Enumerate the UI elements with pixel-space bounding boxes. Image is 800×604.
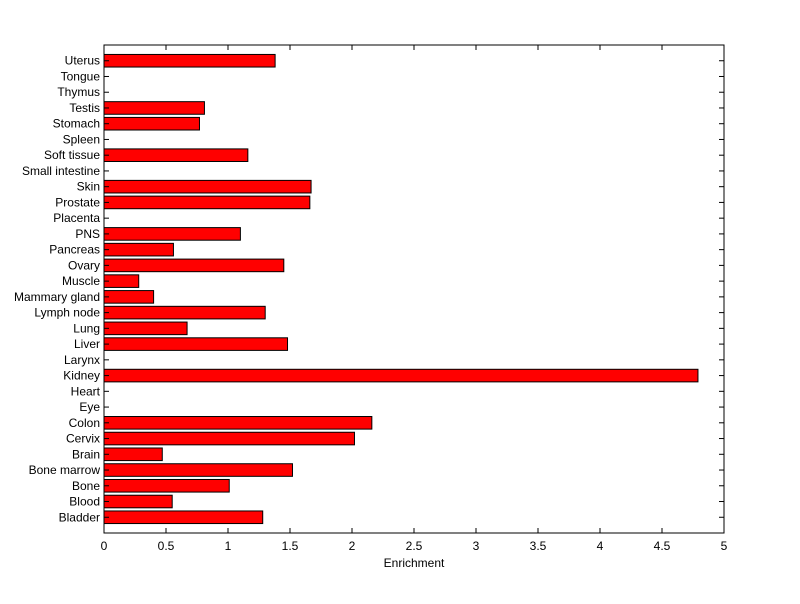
bar-stomach [103, 116, 200, 131]
bar-soft-tissue [103, 148, 249, 162]
x-tick-label-4: 4 [597, 539, 604, 553]
y-tick-label-tongue: Tongue [61, 69, 101, 83]
x-tick-label-3: 3 [473, 539, 480, 553]
y-tick-label-ovary: Ovary [68, 258, 100, 272]
bar-blood [103, 494, 173, 509]
x-tick-label-1: 1 [225, 539, 232, 553]
bar-testis [103, 101, 205, 115]
y-tick-label-testis: Testis [69, 101, 100, 115]
x-tick-label-2-5: 2.5 [406, 539, 423, 553]
x-axis-label: Enrichment [384, 556, 445, 570]
x-tick-label-0: 0 [101, 539, 108, 553]
bar-liver [103, 337, 289, 351]
bar-pns [103, 227, 241, 241]
y-tick-label-kidney: Kidney [63, 369, 100, 383]
bar-bone-marrow [103, 463, 293, 477]
y-tick-label-colon: Colon [69, 416, 100, 430]
y-tick-label-pns: PNS [75, 227, 100, 241]
y-tick-label-lung: Lung [73, 321, 100, 335]
y-tick-label-placenta: Placenta [53, 211, 100, 225]
y-tick-label-pancreas: Pancreas [49, 243, 100, 257]
bar-ovary [103, 258, 285, 273]
bar-cervix [103, 431, 355, 446]
bar-skin [103, 179, 312, 194]
y-tick-label-skin: Skin [77, 180, 100, 194]
bar-lung [103, 321, 188, 336]
x-tick-label-4-5: 4.5 [654, 539, 671, 553]
y-tick-label-spleen: Spleen [63, 132, 100, 146]
bar-lymph-node [103, 305, 266, 320]
y-tick-label-bone-marrow: Bone marrow [29, 463, 101, 477]
bar-prostate [103, 195, 311, 210]
x-tick-label-2: 2 [349, 539, 356, 553]
y-tick-label-soft-tissue: Soft tissue [44, 148, 100, 162]
bar-pancreas [103, 242, 174, 257]
bar-colon [103, 416, 373, 430]
bar-bone [103, 478, 230, 493]
y-tick-label-muscle: Muscle [62, 274, 100, 288]
x-tick-label-3-5: 3.5 [530, 539, 547, 553]
y-tick-label-lymph-node: Lymph node [34, 306, 100, 320]
y-tick-label-liver: Liver [74, 337, 100, 351]
y-tick-label-eye: Eye [79, 400, 100, 414]
y-tick-label-heart: Heart [71, 384, 101, 398]
x-tick-label-1-5: 1.5 [282, 539, 299, 553]
bar-kidney [103, 368, 699, 383]
y-tick-label-cervix: Cervix [66, 432, 100, 446]
bars-layer [103, 53, 699, 525]
bar-mammary-gland [103, 290, 155, 304]
y-tick-label-bone: Bone [72, 479, 100, 493]
y-tick-label-blood: Blood [69, 495, 100, 509]
x-tick-label-5: 5 [721, 539, 728, 553]
y-tick-label-thymus: Thymus [57, 85, 100, 99]
y-tick-label-prostate: Prostate [55, 195, 100, 209]
y-tick-label-mammary-gland: Mammary gland [14, 290, 100, 304]
bar-brain [103, 447, 163, 462]
y-tick-label-uterus: Uterus [65, 54, 100, 68]
bar-muscle [103, 274, 140, 288]
y-tick-label-brain: Brain [72, 447, 100, 461]
bar-uterus [103, 53, 276, 68]
ticks-layer [103, 45, 725, 533]
x-tick-label-0-5: 0.5 [158, 539, 175, 553]
bar-bladder [103, 510, 264, 525]
y-tick-label-small-intestine: Small intestine [22, 164, 100, 178]
y-tick-label-bladder: Bladder [59, 510, 100, 524]
y-tick-label-stomach: Stomach [53, 117, 100, 131]
y-tick-label-larynx: Larynx [64, 353, 100, 367]
